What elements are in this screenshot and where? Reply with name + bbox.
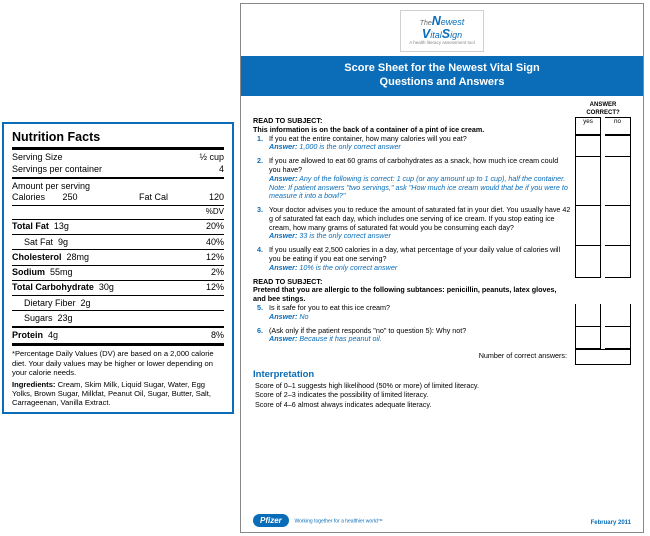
qa-grid: ANSWER CORRECT? READ TO SUBJECT: This in…	[253, 102, 631, 365]
q3-no-box[interactable]	[605, 206, 631, 246]
nf-serving-size: Serving Size ½ cup	[12, 152, 224, 163]
pfizer-logo: Pfizer	[253, 514, 289, 527]
nf-nutrient-row: Dietary Fiber 2g	[12, 298, 224, 309]
q5-no-box[interactable]	[605, 304, 631, 327]
q3-number: 3.	[253, 206, 265, 246]
read-to-subject-1: READ TO SUBJECT: This information is on …	[253, 117, 571, 135]
footer-tagline: Working together for a healthier world™	[294, 519, 382, 525]
q5-yes-box[interactable]	[575, 304, 601, 327]
nf-dv-header: %DV	[12, 207, 224, 217]
q1-yes-box[interactable]	[575, 135, 601, 158]
footer-date: February 2011	[591, 520, 631, 527]
nf-amount-per-serving: Amount per serving	[12, 181, 224, 192]
nf-nutrient-row: Total Fat 13g20%	[12, 221, 224, 232]
nf-footnote: *Percentage Daily Values (DV) are based …	[12, 349, 224, 376]
nf-servings-per-container: Servings per container 4	[12, 164, 224, 175]
q6-no-box[interactable]	[605, 327, 631, 350]
nvs-logo: TheNewest VitalSign A health literacy as…	[400, 10, 484, 52]
q3-yes-box[interactable]	[575, 206, 601, 246]
q6-number: 6.	[253, 327, 265, 350]
nutrition-facts-panel: Nutrition Facts Serving Size ½ cup Servi…	[2, 122, 234, 414]
score-sheet: TheNewest VitalSign A health literacy as…	[240, 3, 644, 533]
q4: If you usually eat 2,500 calories in a d…	[269, 246, 571, 277]
q2-no-box[interactable]	[605, 157, 631, 206]
q5: Is it safe for you to eat this ice cream…	[269, 304, 571, 327]
nf-nutrient-row: Sat Fat 9g40%	[12, 237, 224, 248]
q1: If you eat the entire container, how man…	[269, 135, 571, 158]
nf-calories-row: Calories 250 Fat Cal 120	[12, 192, 224, 203]
col-no: no	[605, 117, 631, 135]
q2-number: 2.	[253, 157, 265, 206]
nf-title: Nutrition Facts	[12, 130, 224, 146]
nf-nutrient-row: Total Carbohydrate 30g12%	[12, 282, 224, 293]
answer-correct-header: ANSWER CORRECT?	[575, 102, 631, 117]
q3: Your doctor advises you to reduce the am…	[269, 206, 571, 246]
q4-yes-box[interactable]	[575, 246, 601, 277]
nf-ingredients: Ingredients: Cream, Skim Milk, Liquid Su…	[12, 380, 224, 407]
q1-no-box[interactable]	[605, 135, 631, 158]
q4-number: 4.	[253, 246, 265, 277]
nf-protein-row: Protein 4g 8%	[12, 330, 224, 341]
q6-yes-box[interactable]	[575, 327, 601, 350]
title-banner: Score Sheet for the Newest Vital Sign Qu…	[241, 56, 643, 97]
q4-no-box[interactable]	[605, 246, 631, 277]
col-yes: yes	[575, 117, 601, 135]
nf-nutrient-row: Sugars 23g	[12, 313, 224, 324]
q2: If you are allowed to eat 60 grams of ca…	[269, 157, 571, 206]
q2-yes-box[interactable]	[575, 157, 601, 206]
logo-area: TheNewest VitalSign A health literacy as…	[241, 4, 643, 56]
interpretation-body: Score of 0–1 suggests high likelihood (5…	[253, 381, 631, 410]
total-box[interactable]	[575, 349, 631, 365]
q5-number: 5.	[253, 304, 265, 327]
interpretation-heading: Interpretation	[253, 369, 631, 381]
total-label: Number of correct answers:	[269, 349, 571, 365]
nf-nutrient-row: Cholesterol 28mg12%	[12, 252, 224, 263]
q1-number: 1.	[253, 135, 265, 158]
footer: Pfizer Working together for a healthier …	[241, 511, 643, 532]
nf-nutrient-row: Sodium 55mg2%	[12, 267, 224, 278]
read-to-subject-2: READ TO SUBJECT: Pretend that you are al…	[253, 278, 571, 304]
q6: (Ask only if the patient responds "no" t…	[269, 327, 571, 350]
